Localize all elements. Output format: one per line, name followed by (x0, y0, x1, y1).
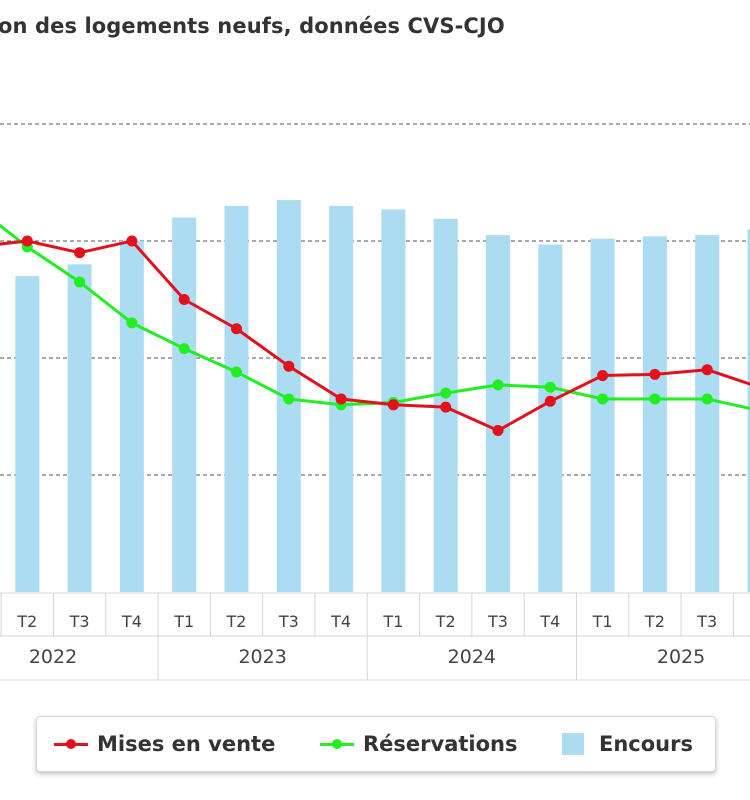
reservations-marker[interactable] (178, 343, 190, 355)
x-axis: T2T3T4T1T2T3T4T1T2T3T4T1T2T3T42022202320… (0, 592, 750, 681)
reservations-line[interactable] (0, 206, 750, 411)
mises-marker[interactable] (440, 401, 452, 413)
quarter-tick-label: T2 (435, 612, 456, 631)
series-lines (0, 206, 750, 433)
legend-symbol-encours (562, 733, 584, 755)
legend-label-reservations: Réservations (363, 732, 518, 756)
mises-marker[interactable] (21, 235, 33, 247)
legend-item-mises[interactable]: Mises en vente (54, 717, 275, 771)
mises-marker[interactable] (283, 360, 295, 372)
reservations-marker[interactable] (492, 379, 504, 391)
mises-marker[interactable] (492, 425, 504, 437)
quarter-tick-label: T2 (16, 612, 37, 631)
quarter-tick-label: T1 (592, 612, 613, 631)
quarter-tick-label: T2 (226, 612, 247, 631)
mises-marker[interactable] (597, 370, 609, 382)
legend: Mises en vente Réservations Encours (36, 716, 716, 772)
legend-item-reservations[interactable]: Réservations (320, 717, 518, 771)
year-tick-label: 2025 (657, 646, 705, 668)
mises-marker[interactable] (74, 247, 86, 259)
encours-bar[interactable] (224, 205, 249, 592)
legend-symbol-reservations (320, 736, 354, 752)
quarter-tick-label: T3 (487, 612, 508, 631)
legend-label-mises: Mises en vente (97, 732, 276, 756)
encours-bar[interactable] (119, 241, 144, 592)
mises-line[interactable] (0, 239, 750, 433)
reservations-marker[interactable] (283, 393, 295, 405)
legend-symbol-mises (54, 736, 88, 752)
reservations-marker[interactable] (126, 317, 138, 329)
year-tick-label: 2022 (29, 646, 77, 668)
reservations-marker[interactable] (74, 276, 86, 288)
encours-bar[interactable] (486, 235, 510, 592)
mises-marker[interactable] (231, 323, 242, 335)
mises-marker[interactable] (178, 294, 190, 305)
encours-bar[interactable] (538, 244, 563, 592)
encours-bars (15, 200, 750, 593)
quarter-tick-label: T4 (539, 612, 560, 631)
mises-marker[interactable] (701, 364, 713, 376)
quarter-tick-label: T3 (69, 612, 90, 631)
reservations-marker[interactable] (231, 366, 242, 378)
legend-item-encours[interactable]: Encours (562, 717, 693, 771)
encours-bar[interactable] (695, 235, 720, 592)
quarter-tick-label: T3 (696, 612, 717, 631)
legend-label-encours: Encours (599, 732, 693, 756)
year-tick-label: 2024 (448, 646, 496, 668)
quarter-tick-label: T2 (644, 612, 665, 631)
quarter-tick-label: T4 (121, 612, 142, 631)
mises-marker[interactable] (649, 368, 661, 380)
chart-title: on des logements neufs, données CVS-CJO (0, 14, 505, 38)
encours-bar[interactable] (67, 264, 92, 592)
quarter-tick-label: T3 (278, 612, 299, 631)
mises-marker[interactable] (126, 235, 138, 247)
encours-bar[interactable] (590, 238, 615, 592)
series-markers (21, 235, 713, 437)
year-tick-label: 2023 (238, 646, 286, 668)
encours-bar[interactable] (15, 276, 40, 592)
quarter-tick-label: T1 (173, 612, 194, 631)
mises-marker[interactable] (335, 393, 347, 405)
quarter-tick-label: T1 (382, 612, 403, 631)
mises-marker[interactable] (387, 399, 399, 411)
encours-bar[interactable] (747, 229, 750, 593)
reservations-marker[interactable] (649, 393, 661, 405)
reservations-marker[interactable] (440, 387, 452, 399)
reservations-marker[interactable] (597, 393, 609, 405)
grid-lines (0, 123, 750, 476)
encours-bar[interactable] (642, 236, 667, 592)
mises-marker[interactable] (544, 395, 556, 407)
quarter-tick-label: T4 (330, 612, 351, 631)
reservations-marker[interactable] (544, 381, 556, 393)
reservations-marker[interactable] (701, 393, 713, 405)
encours-bar[interactable] (172, 217, 197, 592)
